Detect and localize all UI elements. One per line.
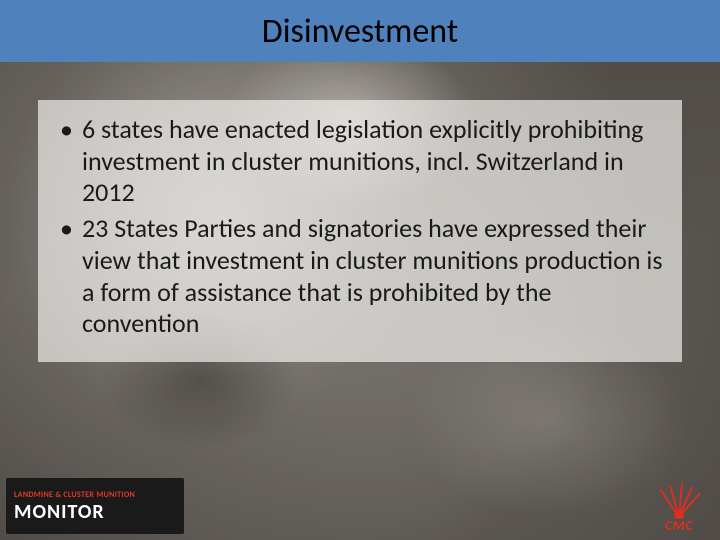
bullet-list: 6 states have enacted legislation explic…	[56, 114, 664, 340]
slide-title: Disinvestment	[262, 11, 458, 52]
content-panel: 6 states have enacted legislation explic…	[38, 100, 682, 362]
cmc-logo-label: CMC	[665, 517, 693, 534]
monitor-logo: LANDMINE & CLUSTER MUNITION MONITOR	[6, 478, 184, 534]
monitor-logo-line2: MONITOR	[14, 502, 176, 522]
title-bar: Disinvestment	[0, 0, 720, 62]
cmc-burst-icon	[652, 483, 706, 519]
list-item: 6 states have enacted legislation explic…	[56, 114, 664, 209]
cmc-logo: CMC	[648, 478, 710, 534]
list-item: 23 States Parties and signatories have e…	[56, 213, 664, 340]
monitor-logo-line1: LANDMINE & CLUSTER MUNITION	[14, 490, 176, 500]
